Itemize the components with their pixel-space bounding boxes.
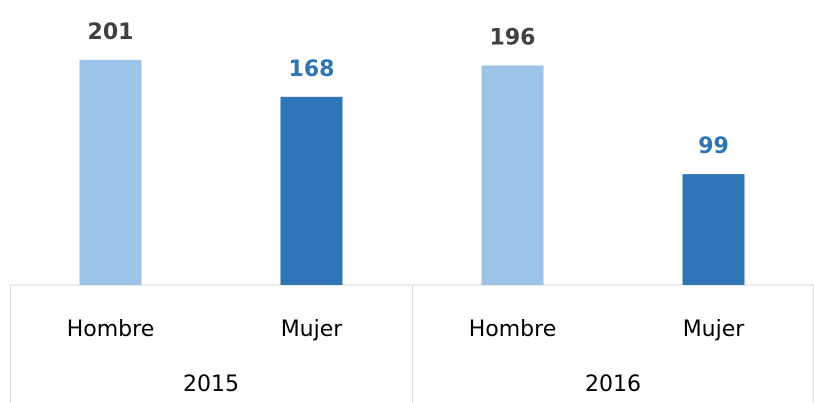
category-label: Hombre <box>469 317 557 342</box>
data-label: 201 <box>88 20 134 45</box>
data-label: 99 <box>698 134 729 159</box>
data-label: 168 <box>289 57 335 82</box>
bar <box>682 174 745 285</box>
bar <box>481 65 544 285</box>
category-label: Hombre <box>67 317 155 342</box>
bar <box>79 59 142 285</box>
data-label: 196 <box>490 25 536 50</box>
category-label: Mujer <box>281 317 344 342</box>
bar <box>280 96 343 285</box>
group-label: 2015 <box>183 372 239 397</box>
group-label: 2016 <box>585 372 641 397</box>
category-label: Mujer <box>683 317 746 342</box>
